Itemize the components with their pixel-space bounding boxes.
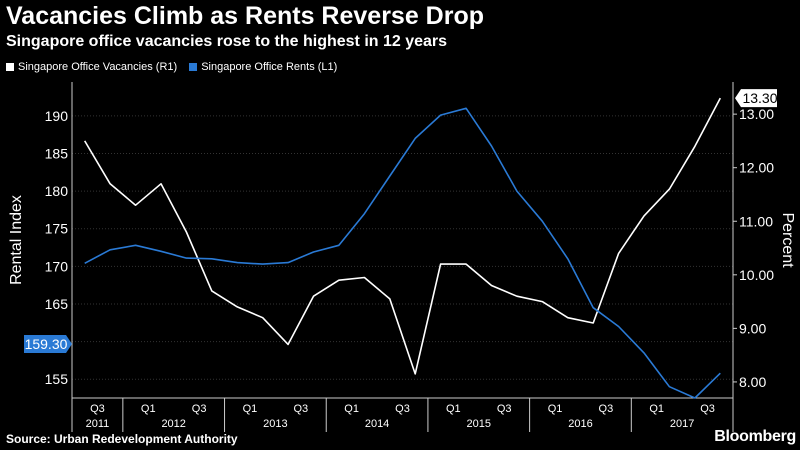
right-tick-label: 10.00: [739, 267, 774, 283]
x-tick-label: Q3: [90, 403, 105, 415]
left-tick-label: 190: [45, 108, 69, 124]
x-tick-label: Q3: [192, 403, 207, 415]
left-tick-label: 185: [45, 145, 69, 161]
left-tick-label: 155: [45, 371, 69, 387]
x-year-label: 2012: [161, 418, 185, 430]
x-tick-label: Q3: [700, 403, 715, 415]
x-year-label: 2014: [365, 418, 389, 430]
source-note: Source: Urban Redevelopment Authority: [6, 432, 238, 446]
chart-legend: Singapore Office Vacancies (R1) Singapor…: [6, 61, 337, 73]
legend-label-vacancies: Singapore Office Vacancies (R1): [18, 61, 178, 73]
x-tick-label: Q1: [446, 403, 461, 415]
legend-item-rents: Singapore Office Rents (L1): [189, 61, 337, 73]
x-year-label: 2011: [86, 418, 110, 430]
x-year-label: 2013: [263, 418, 287, 430]
right-axis-title: Percent: [779, 212, 796, 268]
legend-swatch-vacancies: [6, 63, 14, 71]
right-tick-label: 9.00: [739, 320, 766, 336]
brand-logo: Bloomberg: [714, 428, 796, 445]
x-tick-label: Q3: [395, 403, 410, 415]
legend-swatch-rents: [189, 63, 198, 71]
line-series-vacancies: [84, 97, 722, 375]
x-tick-label: Q3: [293, 403, 308, 415]
right-tick-label: 13.00: [739, 106, 774, 122]
callout-rents-label: 159.30: [25, 336, 68, 352]
right-tick-label: 12.00: [739, 160, 774, 176]
x-year-label: 2015: [467, 418, 491, 430]
x-tick-label: Q1: [141, 403, 156, 415]
legend-item-vacancies: Singapore Office Vacancies (R1): [6, 61, 177, 73]
x-tick-label: Q1: [548, 403, 563, 415]
line-series-rents: [84, 107, 721, 399]
x-year-label: 2017: [670, 418, 694, 430]
right-tick-label: 11.00: [739, 213, 773, 229]
left-tick-label: 165: [45, 296, 69, 312]
x-tick-label: Q1: [243, 403, 258, 415]
callout-rents-box: [24, 335, 72, 353]
x-tick-label: Q1: [649, 403, 664, 415]
right-tick-label: 8.00: [739, 374, 766, 390]
x-tick-label: Q1: [344, 403, 359, 415]
chart-subtitle: Singapore office vacancies rose to the h…: [6, 33, 448, 50]
x-tick-label: Q3: [599, 403, 614, 415]
callout-vacancies-box: [735, 89, 777, 108]
chart-title: Vacancies Climb as Rents Reverse Drop: [6, 2, 485, 30]
legend-label-rents: Singapore Office Rents (L1): [201, 61, 338, 73]
x-year-label: 2016: [568, 418, 592, 430]
left-tick-label: 175: [45, 221, 69, 237]
callout-vacancies-label: 13.30: [742, 90, 777, 106]
left-axis-title: Rental Index: [8, 195, 25, 285]
left-tick-label: 180: [45, 183, 69, 199]
left-tick-label: 170: [45, 258, 69, 274]
x-tick-label: Q3: [497, 403, 512, 415]
